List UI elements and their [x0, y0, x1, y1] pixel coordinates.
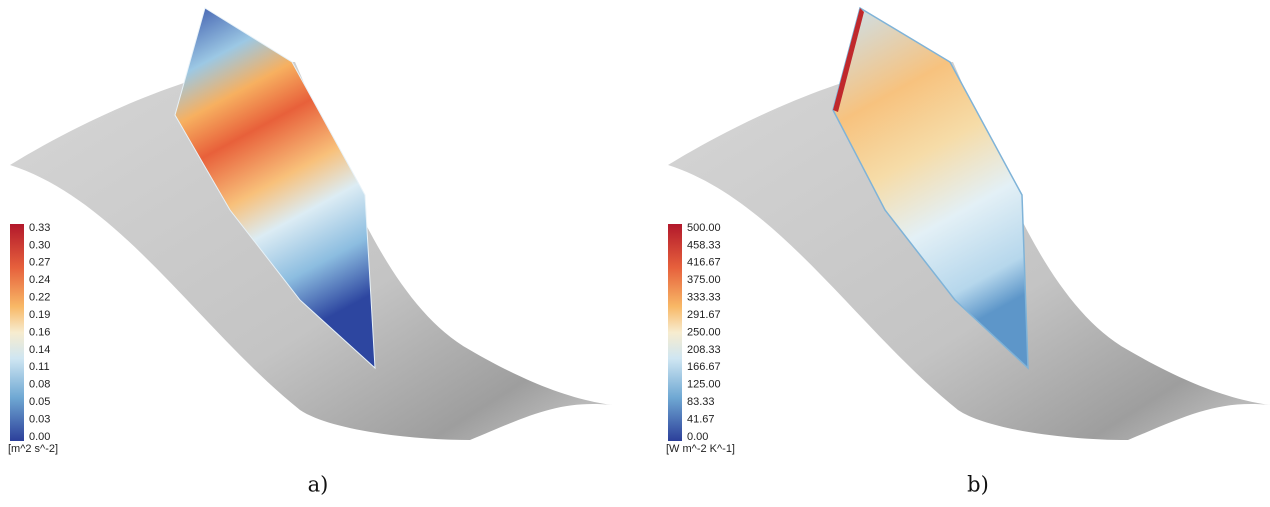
colorbar-tick-label: 291.67	[687, 309, 721, 321]
colorbar-tick-label: 125.00	[687, 379, 721, 391]
colorbar-units: [m^2 s^-2]	[8, 443, 58, 455]
colorbar-tick-label: 0.11	[29, 361, 50, 373]
colorbar-tick-label: 0.30	[29, 239, 50, 251]
colorbar	[668, 224, 682, 441]
colorbar-tick-label: 0.05	[29, 396, 50, 408]
colorbar-tick-label: 250.00	[687, 326, 721, 338]
panel-b	[668, 6, 1270, 441]
colorbar-tick-label: 0.27	[29, 257, 50, 269]
colorbar-tick-label: 208.33	[687, 344, 721, 356]
colorbar-tick-label: 0.00	[687, 431, 708, 443]
colorbar-tick-label: 166.67	[687, 361, 721, 373]
blade-contour	[832, 6, 1029, 370]
colorbar-tick-label: 0.00	[29, 431, 50, 443]
panel-caption: a)	[308, 473, 329, 497]
colorbar-tick-label: 333.33	[687, 292, 721, 304]
blade-contour	[174, 7, 376, 370]
colorbar-tick-label: 0.33	[29, 222, 50, 234]
leading-edge-hot	[833, 8, 864, 112]
colorbar-tick-label: 0.16	[29, 326, 50, 338]
panel-a	[10, 7, 612, 441]
colorbar-tick-label: 83.33	[687, 396, 715, 408]
panel-caption: b)	[967, 473, 989, 497]
colorbar-tick-label: 0.24	[29, 274, 50, 286]
colorbar-tick-label: 375.00	[687, 274, 721, 286]
colorbar-units: [W m^-2 K^-1]	[666, 443, 735, 455]
colorbar-tick-label: 0.08	[29, 379, 50, 391]
colorbar-tick-label: 41.67	[687, 413, 715, 425]
colorbar-tick-label: 416.67	[687, 257, 721, 269]
colorbar-tick-label: 500.00	[687, 222, 721, 234]
colorbar-tick-label: 0.03	[29, 413, 50, 425]
colorbar-tick-label: 0.22	[29, 292, 50, 304]
colorbar	[10, 224, 24, 441]
colorbar-tick-label: 0.14	[29, 344, 50, 356]
colorbar-tick-label: 458.33	[687, 239, 721, 251]
colorbar-tick-label: 0.19	[29, 309, 50, 321]
